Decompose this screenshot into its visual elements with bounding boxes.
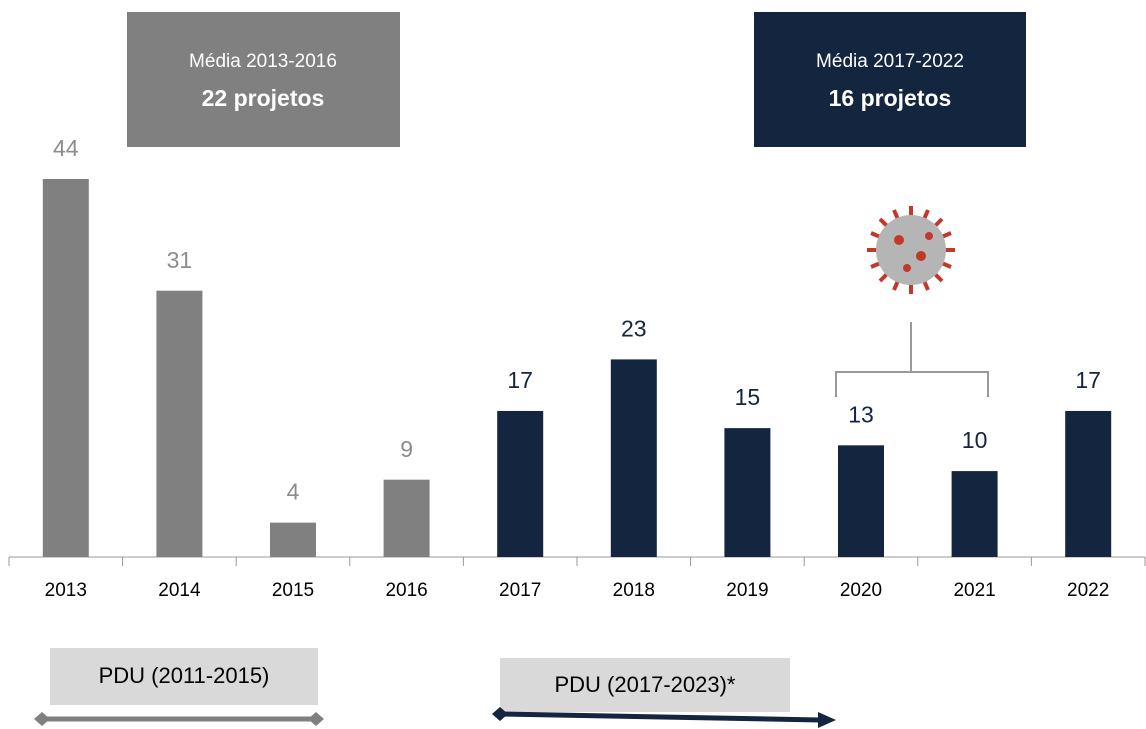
bar: [42, 179, 89, 557]
period-label: PDU (2011-2015): [99, 663, 270, 688]
period-box: [500, 658, 790, 712]
x-tick-label: 2020: [840, 580, 882, 601]
x-tick-label: 2015: [272, 580, 314, 601]
period-label: PDU (2017-2023)*: [555, 672, 736, 697]
value-label: 13: [848, 401, 874, 427]
value-label: 23: [621, 315, 647, 341]
x-tick-label: 2017: [499, 580, 541, 601]
average-box: [127, 12, 400, 147]
average-box: [754, 12, 1026, 147]
period-box: [50, 648, 318, 705]
bar: [951, 471, 998, 557]
x-tick-label: 2022: [1067, 580, 1109, 601]
covid-bracket: [835, 322, 989, 397]
value-label: 17: [507, 367, 533, 393]
value-label: 9: [400, 436, 413, 462]
bar: [838, 445, 884, 557]
average-title: Média 2017-2022: [816, 51, 964, 72]
bar: [270, 522, 316, 557]
value-label: 44: [53, 135, 79, 161]
x-tick-label: 2018: [613, 580, 655, 601]
bar: [156, 290, 203, 557]
x-tick-label: 2014: [158, 580, 201, 601]
bar: [610, 359, 657, 557]
x-tick-label: 2013: [45, 580, 87, 601]
value-label: 31: [167, 247, 193, 273]
average-title: Média 2013-2016: [189, 51, 337, 72]
value-label: 15: [735, 384, 761, 410]
bar: [1065, 410, 1112, 557]
bar: [497, 410, 544, 557]
average-text: 22 projetos: [202, 85, 325, 111]
value-label: 4: [287, 479, 300, 505]
virus-icon: [867, 206, 955, 294]
x-tick-label: 2016: [385, 580, 427, 601]
x-tick-label: 2021: [953, 580, 995, 601]
bar: [724, 428, 771, 557]
period-arrow: [499, 711, 821, 723]
value-label: 17: [1075, 367, 1101, 393]
average-text: 16 projetos: [829, 85, 952, 111]
x-tick-label: 2019: [726, 580, 768, 601]
bar: [383, 479, 430, 557]
value-label: 10: [962, 427, 988, 453]
